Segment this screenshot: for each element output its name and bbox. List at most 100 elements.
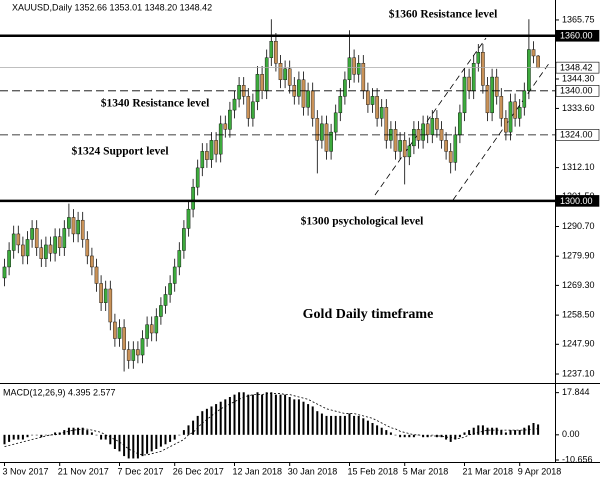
candle-body: [85, 239, 90, 257]
macd-bar: [127, 434, 130, 459]
macd-bar: [12, 434, 15, 440]
macd-bar: [518, 430, 521, 435]
macd-bar: [159, 434, 162, 447]
candle-body: [154, 316, 159, 334]
candle-body: [67, 217, 71, 229]
candle-body: [163, 294, 168, 306]
candle-body: [168, 283, 172, 295]
macd-bar: [412, 434, 415, 438]
macd-bar: [77, 427, 80, 435]
macd-bar: [210, 406, 213, 435]
candle-body: [191, 186, 195, 210]
level-label: 1300.00: [560, 196, 593, 206]
macd-bar: [330, 415, 333, 435]
macd-bar: [146, 434, 149, 454]
candle-body: [255, 74, 260, 103]
macd-bar: [150, 434, 153, 452]
candle-body: [407, 145, 412, 158]
candle-body: [315, 118, 320, 141]
macd-bar: [320, 413, 323, 435]
macd-bar: [362, 418, 365, 435]
candle-body: [145, 324, 149, 339]
candle-body: [269, 41, 274, 58]
candle-body: [448, 151, 453, 163]
macd-bar: [527, 425, 530, 435]
macd-bar: [348, 413, 351, 435]
y-tick-label: 1344.30: [562, 73, 595, 83]
macd-bar: [173, 434, 176, 440]
macd-bar: [261, 394, 264, 435]
level-label: 1340.00: [560, 86, 593, 96]
candle-body: [329, 131, 333, 152]
candle-body: [16, 233, 21, 246]
candle-body: [182, 228, 186, 251]
candle-body: [200, 151, 205, 169]
candle-body: [186, 208, 191, 229]
macd-bar: [224, 399, 227, 435]
macd-bar: [302, 401, 305, 435]
macd-bar: [256, 392, 259, 435]
macd-bar: [40, 434, 43, 438]
candle-body: [232, 98, 237, 111]
macd-bar: [3, 434, 6, 445]
macd-bar: [500, 430, 503, 435]
candle-body: [44, 244, 48, 259]
x-tick-label: 9 Apr 2018: [518, 466, 562, 476]
candle-body: [499, 96, 504, 119]
candle-body: [274, 41, 278, 64]
level-label-box: [555, 85, 600, 97]
candle-body: [352, 57, 356, 75]
macd-bar: [242, 392, 245, 435]
macd-bar: [178, 434, 181, 436]
x-tick-label: 15 Feb 2018: [348, 466, 399, 476]
candle-body: [172, 266, 177, 284]
candle-body: [306, 90, 310, 108]
candle-body: [94, 266, 99, 284]
candle-body: [536, 55, 540, 68]
macd-bar: [35, 434, 38, 436]
y-tick-label: 17.844: [562, 387, 590, 397]
macd-bar: [219, 401, 222, 435]
candle-body: [126, 349, 131, 361]
macd-bar: [297, 399, 300, 435]
macd-bar: [353, 415, 356, 435]
x-tick-label: 21 Nov 2017: [58, 466, 109, 476]
macd-bar: [454, 434, 457, 440]
candle-body: [223, 123, 228, 130]
macd-bar: [8, 434, 11, 442]
x-tick-label: 21 Mar 2018: [463, 466, 514, 476]
candle-body: [504, 118, 508, 133]
y-tick-label: 1365.75: [562, 14, 595, 24]
candle-body: [11, 233, 16, 251]
macd-bar: [325, 415, 328, 435]
candle-body: [398, 140, 402, 152]
candle-body: [57, 236, 62, 248]
channel-line: [374, 37, 487, 196]
macd-bar: [399, 434, 402, 438]
macd-bar: [109, 434, 112, 445]
candle-body: [209, 140, 214, 160]
candle-body: [108, 288, 113, 323]
macd-bar: [371, 423, 374, 435]
level-label-box: [555, 29, 600, 42]
y-tick-label: -10.656: [562, 454, 593, 464]
annotation: $1324 Support level: [71, 145, 168, 158]
macd-bar: [192, 420, 195, 435]
candle-body: [264, 57, 269, 92]
macd-title: MACD(12,26,9) 4.395 2.577: [3, 387, 116, 397]
candle-body: [159, 305, 163, 317]
candle-body: [393, 129, 398, 152]
x-tick-label: 7 Dec 2017: [118, 466, 164, 476]
macd-bar: [431, 434, 434, 436]
macd-bar: [196, 415, 199, 435]
candle-body: [228, 109, 232, 130]
macd-bar: [54, 432, 57, 435]
macd-bar: [523, 427, 526, 435]
candle-body: [122, 327, 126, 350]
macd-bar: [435, 434, 438, 438]
macd-bar: [81, 427, 84, 435]
annotation: $1360 Resistance level: [389, 8, 498, 21]
candle-body: [416, 129, 421, 141]
candle-body: [117, 327, 122, 339]
candle-body: [375, 96, 379, 119]
